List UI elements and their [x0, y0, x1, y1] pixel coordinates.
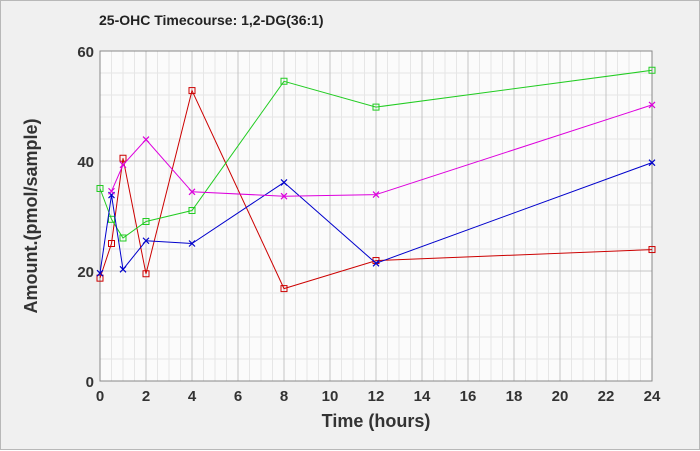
data-point-square	[96, 185, 104, 192]
x-tick-label: 8	[280, 388, 288, 405]
chart-title: 25-OHC Timecourse: 1,2-DG(36:1)	[99, 12, 324, 28]
data-point-square	[119, 154, 127, 162]
data-point-x	[372, 191, 380, 198]
data-point-x	[96, 269, 104, 277]
data-point-x	[119, 161, 127, 169]
x-tick-label: 16	[460, 388, 477, 405]
data-point-square	[648, 66, 656, 74]
series-line	[99, 89, 653, 290]
series-line	[99, 162, 653, 274]
x-tick-label: 24	[644, 388, 661, 405]
data-point-square	[108, 215, 115, 223]
series-2	[96, 66, 656, 242]
x-tick-label: 0	[96, 388, 104, 405]
x-tick-label: 18	[506, 388, 523, 405]
x-tick-label: 12	[368, 388, 385, 405]
data-point-x	[648, 101, 656, 109]
data-point-x	[142, 237, 150, 245]
data-point-square	[280, 77, 288, 85]
x-tick-label: 4	[188, 388, 197, 405]
data-point-x	[188, 188, 196, 196]
data-point-square	[108, 240, 115, 247]
plot-area-frame	[99, 50, 653, 382]
x-tick-label: 2	[142, 388, 150, 405]
data-point-x	[372, 259, 380, 267]
data-point-square	[188, 87, 196, 95]
x-tick-label: 20	[552, 388, 569, 405]
x-tick-label: 22	[598, 388, 615, 405]
x-axis-title: Time (hours)	[322, 411, 431, 431]
x-tick-label: 6	[234, 388, 242, 405]
data-point-square	[142, 270, 150, 278]
y-tick-label: 20	[77, 264, 94, 281]
y-axis-title: Amount.(pmol/sample)	[21, 118, 41, 313]
series-4	[108, 101, 656, 200]
series-3	[96, 159, 656, 277]
data-point-x	[648, 159, 656, 167]
x-tick-label: 14	[414, 388, 431, 405]
data-point-square	[119, 234, 127, 242]
data-point-square	[280, 285, 288, 293]
data-point-x	[119, 265, 127, 273]
y-tick-label: 60	[77, 44, 94, 61]
data-point-square	[96, 274, 104, 282]
y-tick-label: 40	[77, 154, 94, 171]
y-tick-label: 0	[86, 374, 94, 391]
data-point-square	[142, 218, 150, 225]
data-point-square	[648, 246, 656, 254]
data-point-x	[280, 179, 288, 186]
x-axis-ticks: 0 2 4 6 8 10 12 14 16 18 20 22 24	[96, 388, 661, 405]
data-point-x	[280, 192, 288, 200]
data-point-square	[372, 103, 380, 111]
data-point-x	[108, 187, 115, 195]
data-point-x	[142, 136, 150, 143]
series-layer	[96, 66, 656, 293]
y-axis-ticks: 0 20 40 60	[77, 44, 94, 391]
data-point-square	[188, 207, 196, 214]
x-tick-label: 10	[322, 388, 339, 405]
data-point-x	[188, 240, 196, 247]
